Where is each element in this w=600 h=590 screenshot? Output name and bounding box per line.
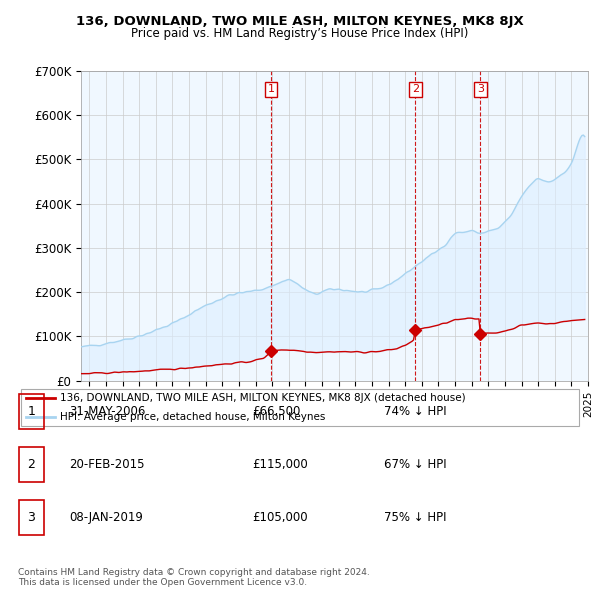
Text: £105,000: £105,000 <box>252 511 308 525</box>
Bar <box>19 447 44 483</box>
Text: 3: 3 <box>28 511 35 525</box>
Text: 2: 2 <box>412 84 419 94</box>
Text: £115,000: £115,000 <box>252 458 308 471</box>
Text: 1: 1 <box>28 405 35 418</box>
Bar <box>19 394 44 430</box>
Text: 3: 3 <box>477 84 484 94</box>
Bar <box>19 500 44 536</box>
Text: 20-FEB-2015: 20-FEB-2015 <box>69 458 145 471</box>
Text: 74% ↓ HPI: 74% ↓ HPI <box>384 405 446 418</box>
Text: £66,500: £66,500 <box>252 405 301 418</box>
Text: HPI: Average price, detached house, Milton Keynes: HPI: Average price, detached house, Milt… <box>60 412 326 422</box>
Text: 08-JAN-2019: 08-JAN-2019 <box>69 511 143 525</box>
Text: 136, DOWNLAND, TWO MILE ASH, MILTON KEYNES, MK8 8JX (detached house): 136, DOWNLAND, TWO MILE ASH, MILTON KEYN… <box>60 392 466 402</box>
Text: 2: 2 <box>28 458 35 471</box>
Text: 1: 1 <box>268 84 274 94</box>
Text: 67% ↓ HPI: 67% ↓ HPI <box>384 458 446 471</box>
Text: 31-MAY-2006: 31-MAY-2006 <box>69 405 145 418</box>
Text: 75% ↓ HPI: 75% ↓ HPI <box>384 511 446 525</box>
Text: 136, DOWNLAND, TWO MILE ASH, MILTON KEYNES, MK8 8JX: 136, DOWNLAND, TWO MILE ASH, MILTON KEYN… <box>76 15 524 28</box>
Text: Contains HM Land Registry data © Crown copyright and database right 2024.
This d: Contains HM Land Registry data © Crown c… <box>18 568 370 587</box>
Text: Price paid vs. HM Land Registry’s House Price Index (HPI): Price paid vs. HM Land Registry’s House … <box>131 27 469 40</box>
